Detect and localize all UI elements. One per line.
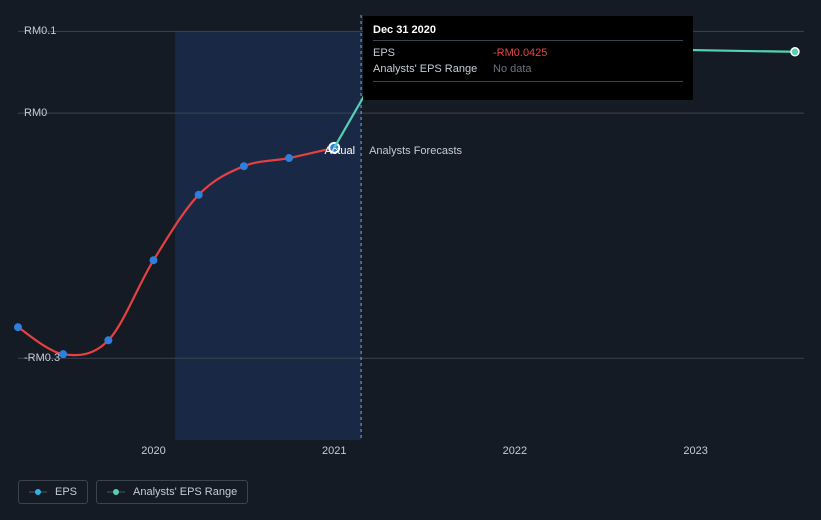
x-tick-label: 2023	[683, 445, 707, 457]
tooltip-row: Analysts' EPS RangeNo data	[373, 61, 683, 77]
actual-section-label: Actual	[325, 145, 356, 157]
legend-label: EPS	[55, 486, 77, 498]
tooltip-value: No data	[493, 61, 532, 77]
legend-item-eps[interactable]: EPS	[18, 480, 88, 504]
y-tick-label: RM0.1	[24, 25, 56, 37]
legend-label: Analysts' EPS Range	[133, 486, 237, 498]
x-tick-label: 2021	[322, 445, 346, 457]
chart-container: RM0.1 RM0 -RM0.3 2020 2021 2022 2023 Actual An…	[0, 0, 821, 520]
chart-legend: EPS Analysts' EPS Range	[18, 480, 248, 504]
x-tick-label: 2022	[503, 445, 527, 457]
tooltip-key: EPS	[373, 45, 493, 61]
tooltip-date: Dec 31 2020	[373, 24, 683, 36]
data-point	[15, 324, 22, 331]
data-point	[286, 155, 293, 162]
y-tick-label: -RM0.3	[24, 352, 60, 364]
legend-item-eps-range[interactable]: Analysts' EPS Range	[96, 480, 248, 504]
data-point	[240, 163, 247, 170]
data-point	[195, 191, 202, 198]
hover-tooltip: Dec 31 2020 EPS-RM0.0425Analysts' EPS Ra…	[363, 16, 693, 100]
forecast-section-label: Analysts Forecasts	[369, 145, 462, 157]
tooltip-row: EPS-RM0.0425	[373, 45, 683, 61]
data-point	[150, 257, 157, 264]
data-point	[105, 337, 112, 344]
tooltip-value: -RM0.0425	[493, 45, 547, 61]
data-point	[60, 351, 67, 358]
tooltip-key: Analysts' EPS Range	[373, 61, 493, 77]
y-tick-label: RM0	[24, 107, 47, 119]
forecast-point	[791, 48, 799, 56]
x-tick-label: 2020	[141, 445, 165, 457]
